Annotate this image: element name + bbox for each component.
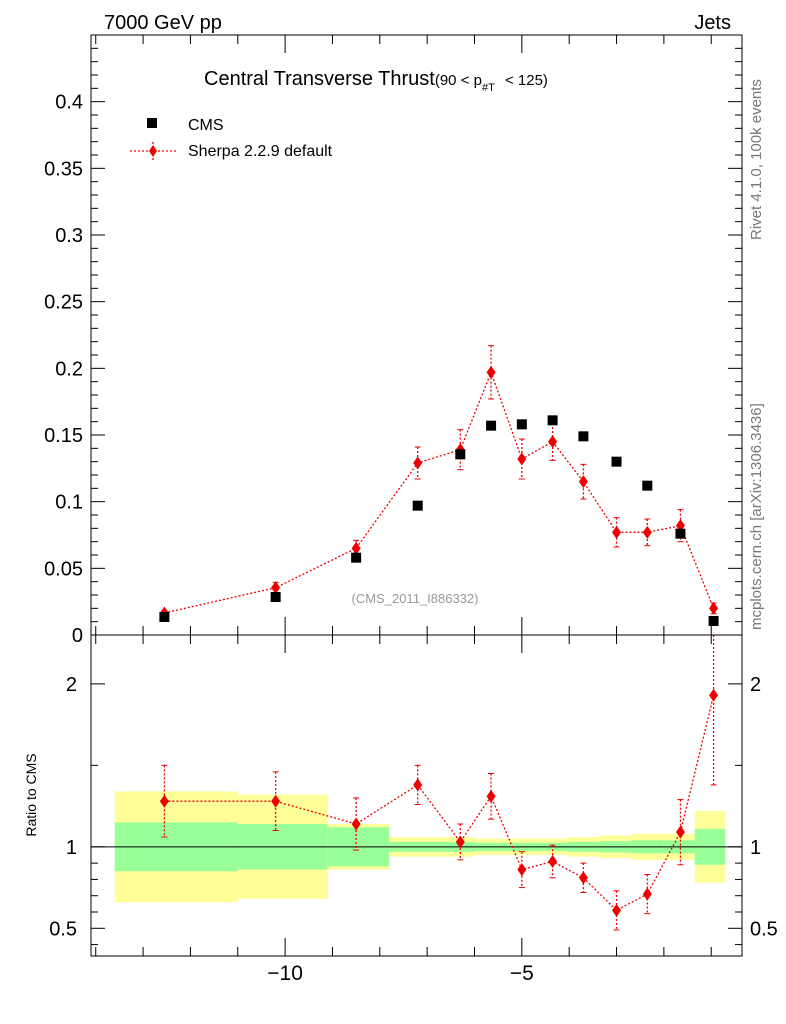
main-y-tick-label: 0 (72, 625, 83, 647)
mc-point (612, 525, 622, 539)
plot-title: Central Transverse Thrust(90 < p#T < 125… (204, 68, 548, 94)
data-point (578, 431, 589, 442)
mc-point (271, 581, 281, 595)
ratio-y-tick-label-right: 2 (750, 674, 761, 696)
title-cut-suffix: < 125) (501, 72, 548, 89)
process-label: Jets (694, 12, 731, 34)
legend-mc-marker (149, 145, 157, 157)
mc-point (517, 452, 527, 466)
ratio-point (517, 863, 527, 877)
ratio-point (455, 835, 465, 849)
data-point (547, 415, 558, 426)
ratio-point (612, 903, 622, 917)
mc-point (642, 525, 652, 539)
x-axis: −10 −5 (95, 635, 712, 985)
ratio-y-label: Ratio to CMS (23, 753, 39, 836)
x-tick-label: −5 (510, 962, 534, 985)
energy-label: 7000 GeV pp (104, 12, 222, 34)
ratio-y-tick-label-left: 0.5 (49, 918, 77, 940)
x-tick-label: −10 (267, 962, 303, 985)
data-point (412, 500, 423, 511)
title-cut-prefix: (90 < p (435, 72, 482, 89)
title-main: Central Transverse Thrust (204, 68, 435, 90)
mc-point (578, 475, 588, 489)
mc-line (164, 370, 715, 614)
mc-point (351, 541, 361, 555)
data-point (611, 456, 622, 467)
main-y-tick-label: 0.35 (44, 158, 83, 180)
data-point (351, 552, 362, 563)
data-point (159, 612, 170, 622)
legend-mc-label: Sherpa 2.2.9 default (188, 143, 333, 160)
main-y-tick-label: 0.3 (55, 225, 83, 247)
ratio-y-tick-label-left: 2 (66, 674, 77, 696)
main-y-tick-label: 0.05 (44, 558, 83, 580)
ratio-point (159, 794, 169, 808)
ratio-point (271, 794, 281, 808)
legend-data-label: CMS (188, 117, 224, 134)
ratio-y-axis: 0.5 0.5 1 1 2 2 (49, 674, 778, 946)
mc-point (486, 365, 496, 379)
main-y-tick-label: 0.25 (44, 292, 83, 314)
data-point (708, 616, 719, 626)
analysis-id-label: (CMS_2011_I886332) (352, 591, 479, 606)
main-y-tick-label: 0.1 (55, 492, 83, 514)
main-y-axis: 0 0.05 0.1 0.15 0.2 0.25 0.3 0.35 0.4 (44, 34, 742, 647)
ratio-y-tick-label-left: 1 (66, 837, 77, 859)
legend-data-marker (147, 118, 157, 128)
mc-series-main (159, 345, 719, 620)
data-point (270, 592, 281, 602)
ratio-panel-frame (90, 634, 743, 957)
main-y-tick-label: 0.2 (55, 358, 83, 380)
mc-series-ratio (159, 634, 719, 931)
main-y-tick-label: 0.4 (55, 92, 83, 114)
data-point (486, 420, 497, 431)
ratio-point (413, 778, 423, 792)
ratio-y-tick-label-right: 0.5 (750, 918, 778, 940)
mc-point (709, 601, 719, 615)
data-point (642, 480, 653, 491)
title-cut-sub: #T (482, 82, 495, 94)
data-series-main (159, 415, 719, 626)
rivet-version-label: Rivet 4.1.0, 100k events (748, 79, 765, 240)
ratio-point (642, 887, 652, 901)
mc-point (548, 435, 558, 449)
main-x-axis (95, 35, 712, 635)
data-point (516, 419, 527, 430)
ratio-y-tick-label-right: 1 (750, 837, 761, 859)
ratio-point (675, 825, 685, 839)
data-point (675, 528, 686, 539)
ratio-point (351, 817, 361, 831)
ratio-point (486, 789, 496, 803)
mcplots-url-label: mcplots.cern.ch [arXiv:1306.3436] (748, 403, 765, 630)
ratio-point (548, 854, 558, 868)
main-y-tick-label: 0.15 (44, 425, 83, 447)
data-point (455, 449, 466, 460)
mc-point (413, 456, 423, 470)
ratio-point (709, 688, 719, 702)
ratio-point (578, 871, 588, 885)
